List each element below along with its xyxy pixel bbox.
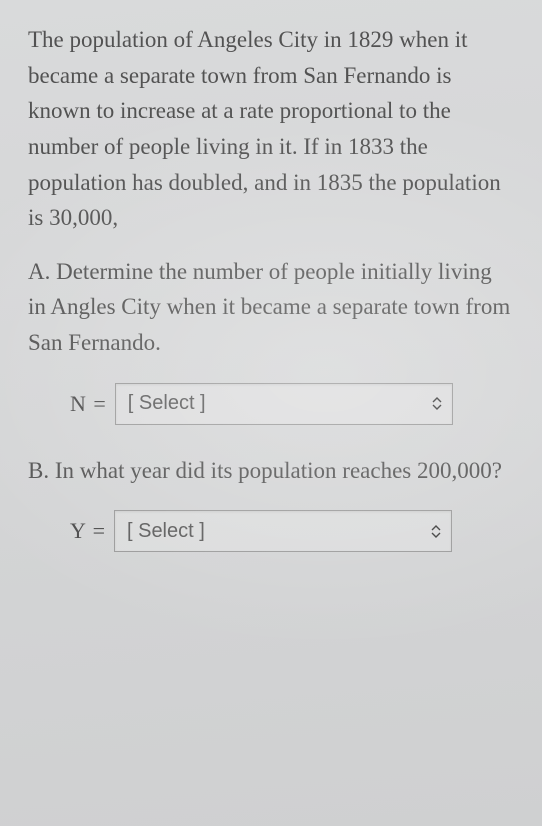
part-a-select[interactable]: [ Select ]	[115, 383, 453, 425]
updown-icon	[432, 397, 442, 410]
part-b-select[interactable]: [ Select ]	[114, 510, 452, 552]
part-a-var-label: N =	[70, 391, 107, 417]
part-b-var-label: Y =	[70, 518, 106, 544]
part-b-answer-row: Y = [ Select ]	[28, 510, 514, 552]
part-b-select-placeholder: [ Select ]	[127, 520, 205, 543]
part-a-select-placeholder: [ Select ]	[128, 392, 206, 415]
problem-intro: The population of Angeles City in 1829 w…	[28, 22, 514, 236]
part-a-answer-row: N = [ Select ]	[28, 383, 514, 425]
part-b-prompt: B. In what year did its population reach…	[28, 453, 514, 489]
updown-icon	[431, 525, 441, 538]
part-a-prompt: A. Determine the number of people initia…	[28, 254, 514, 361]
